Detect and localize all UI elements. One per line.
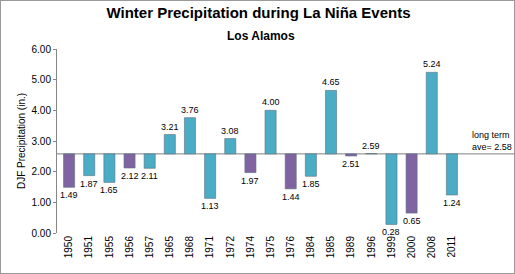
svg-text:1989: 1989 [345, 236, 356, 259]
svg-text:2000: 2000 [406, 236, 417, 259]
svg-text:1968: 1968 [184, 236, 195, 259]
svg-text:2008: 2008 [426, 236, 437, 259]
svg-text:DJF Precipitation (in.): DJF Precipitation (in.) [16, 93, 27, 189]
svg-text:1950: 1950 [63, 236, 74, 259]
svg-text:1984: 1984 [305, 236, 316, 259]
svg-text:1955: 1955 [104, 236, 115, 259]
svg-text:2.51: 2.51 [342, 159, 360, 169]
svg-text:1985: 1985 [325, 236, 336, 259]
svg-text:1976: 1976 [285, 236, 296, 259]
svg-text:long termave= 2.58: long termave= 2.58 [472, 130, 512, 152]
svg-text:1974: 1974 [245, 236, 256, 259]
svg-text:4.65: 4.65 [322, 77, 340, 87]
svg-text:5.24: 5.24 [423, 59, 441, 69]
svg-text:1.97: 1.97 [241, 176, 259, 186]
svg-text:3.00: 3.00 [32, 136, 52, 147]
svg-text:3.76: 3.76 [181, 105, 199, 115]
svg-text:1975: 1975 [265, 236, 276, 259]
svg-text:2.12: 2.12 [121, 171, 139, 181]
svg-text:1965: 1965 [164, 236, 175, 259]
svg-text:2011: 2011 [446, 236, 457, 258]
svg-text:1999: 1999 [386, 236, 397, 259]
svg-text:1.85: 1.85 [302, 179, 320, 189]
svg-text:1.65: 1.65 [100, 185, 118, 195]
svg-text:1957: 1957 [144, 236, 155, 259]
svg-text:Los Alamos: Los Alamos [227, 29, 295, 43]
svg-text:1956: 1956 [124, 236, 135, 259]
svg-text:1.49: 1.49 [60, 190, 78, 200]
svg-text:1971: 1971 [204, 236, 215, 259]
svg-text:0.00: 0.00 [32, 228, 52, 239]
svg-text:1.44: 1.44 [282, 192, 300, 202]
svg-text:Winter Precipitation during La: Winter Precipitation during La Niña Even… [106, 4, 410, 21]
svg-text:1.13: 1.13 [201, 201, 219, 211]
svg-text:2.11: 2.11 [141, 171, 158, 181]
svg-text:4.00: 4.00 [32, 105, 52, 116]
svg-text:0.28: 0.28 [382, 227, 400, 237]
svg-text:1.24: 1.24 [443, 198, 461, 208]
svg-text:4.00: 4.00 [262, 97, 280, 107]
svg-text:1972: 1972 [225, 236, 236, 259]
svg-text:0.65: 0.65 [403, 216, 421, 226]
svg-text:1.87: 1.87 [80, 179, 98, 189]
svg-text:6.00: 6.00 [32, 44, 52, 55]
svg-text:1996: 1996 [366, 236, 377, 259]
svg-text:2.00: 2.00 [32, 166, 52, 177]
svg-text:3.08: 3.08 [221, 126, 239, 136]
svg-text:1.00: 1.00 [32, 197, 52, 208]
svg-text:1951: 1951 [83, 236, 94, 259]
svg-text:5.00: 5.00 [32, 74, 52, 85]
svg-text:2.59: 2.59 [362, 141, 380, 151]
svg-text:3.21: 3.21 [161, 122, 179, 132]
